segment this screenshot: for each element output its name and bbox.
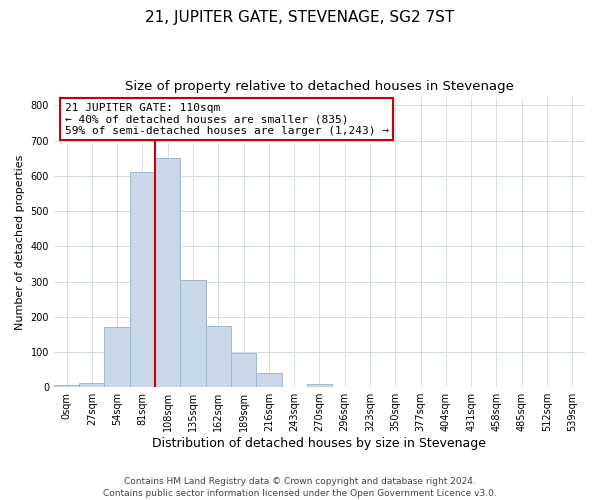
Text: 21 JUPITER GATE: 110sqm
← 40% of detached houses are smaller (835)
59% of semi-d: 21 JUPITER GATE: 110sqm ← 40% of detache…	[65, 102, 389, 136]
Bar	[79, 382, 104, 387]
Bar	[206, 326, 231, 387]
Bar	[307, 384, 332, 387]
Bar	[181, 280, 206, 387]
Bar	[155, 158, 181, 387]
Bar	[231, 353, 256, 387]
Title: Size of property relative to detached houses in Stevenage: Size of property relative to detached ho…	[125, 80, 514, 93]
Text: 21, JUPITER GATE, STEVENAGE, SG2 7ST: 21, JUPITER GATE, STEVENAGE, SG2 7ST	[145, 10, 455, 25]
Bar	[256, 373, 281, 387]
Text: Contains HM Land Registry data © Crown copyright and database right 2024.
Contai: Contains HM Land Registry data © Crown c…	[103, 476, 497, 498]
Bar	[104, 328, 130, 387]
X-axis label: Distribution of detached houses by size in Stevenage: Distribution of detached houses by size …	[152, 437, 487, 450]
Bar	[54, 386, 79, 387]
Y-axis label: Number of detached properties: Number of detached properties	[15, 155, 25, 330]
Bar	[130, 172, 155, 387]
